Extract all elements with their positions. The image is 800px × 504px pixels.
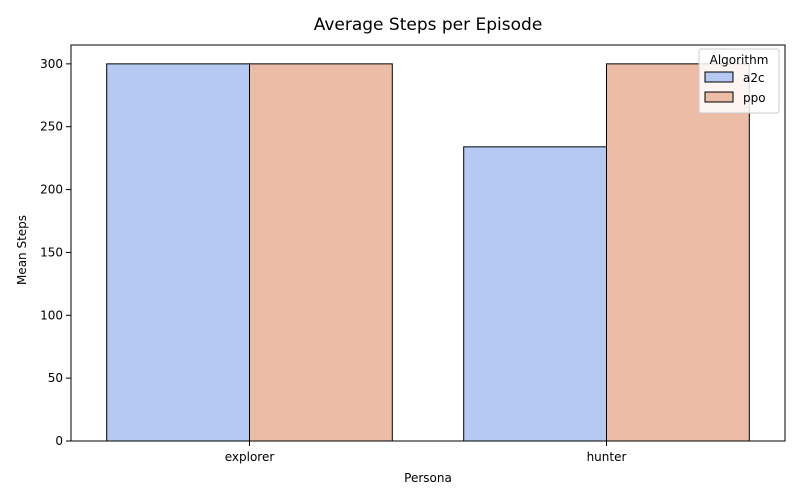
bar-a2c-explorer: [106, 63, 250, 442]
x-tick-label: explorer: [225, 450, 275, 464]
y-tick-label: 150: [40, 245, 63, 259]
y-tick-label: 0: [55, 434, 63, 448]
bar-ppo-hunter: [606, 63, 750, 442]
bars: [106, 63, 750, 442]
plot-frame: [70, 44, 786, 442]
chart-title: Average Steps per Episode: [314, 15, 543, 35]
legend: Algorithm a2c ppo: [698, 48, 780, 114]
y-tick-label: 300: [40, 57, 63, 71]
legend-label-ppo: ppo: [743, 91, 766, 105]
legend-title: Algorithm: [710, 53, 769, 67]
y-tick-label: 50: [48, 371, 63, 385]
y-axis-label: Mean Steps: [15, 215, 29, 285]
bar-ppo-explorer: [249, 63, 393, 442]
y-axis: 0 50 100 150 200 250 300: [40, 57, 71, 448]
x-axis: explorer hunter: [225, 441, 627, 464]
y-tick-label: 100: [40, 308, 63, 322]
bar-a2c-hunter: [463, 146, 608, 442]
legend-swatch-a2c: [704, 71, 734, 83]
x-tick-label: hunter: [587, 450, 627, 464]
legend-swatch-ppo: [704, 91, 734, 103]
y-tick-label: 200: [40, 183, 63, 197]
legend-label-a2c: a2c: [743, 71, 765, 85]
x-axis-label: Persona: [404, 471, 452, 485]
y-tick-label: 250: [40, 120, 63, 134]
